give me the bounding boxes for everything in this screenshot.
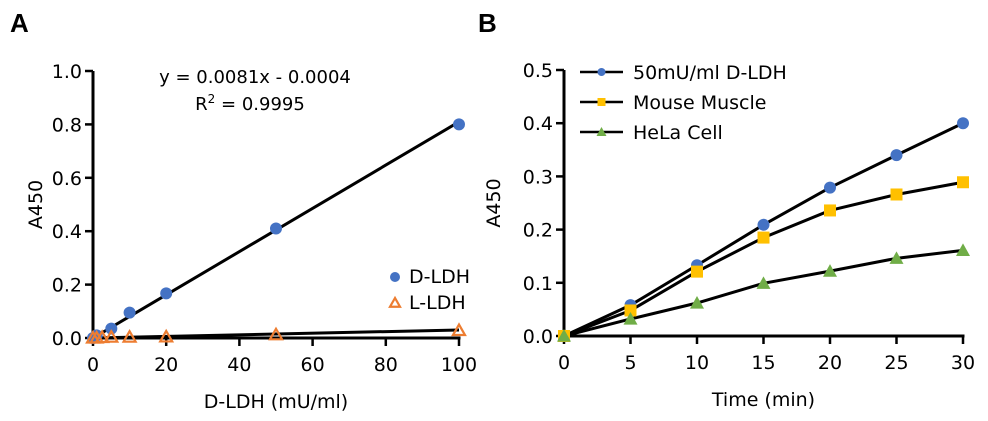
series-line-hela-cell	[563, 248, 964, 338]
legend-label-hela-cell: HeLa Cell	[633, 122, 723, 144]
chart-a: 0.0 0.2 0.4 0.6 0.8 1.0 0 20 40 60 80 100 D-LDH (mU/…	[25, 61, 477, 413]
y-tick-label: 0.0	[523, 326, 553, 348]
legend-marker-50mu-ml-d-ldh	[597, 68, 606, 76]
legend-marker-l-ldh	[388, 295, 402, 308]
x-tick-label: 0	[558, 352, 570, 374]
legend-label-l-ldh: L-LDH	[409, 292, 466, 314]
data-point-l-ldh	[268, 326, 284, 341]
y-tick-label: 0.1	[523, 273, 553, 295]
x-tick-label: 40	[227, 354, 251, 376]
data-point-mouse-muscle	[624, 304, 637, 317]
panel-label-a: A	[10, 8, 29, 38]
x-tick-label: 25	[884, 352, 908, 374]
data-point-50mu-ml-d-ldh	[824, 181, 836, 194]
data-point-d-ldh	[453, 118, 465, 131]
y-tick-label: 0.4	[52, 221, 82, 243]
data-point-d-ldh	[160, 287, 173, 300]
data-point-50mu-ml-d-ldh	[957, 117, 969, 130]
data-point-mouse-muscle	[824, 204, 836, 217]
y-tick-label: 0.5	[523, 60, 553, 82]
data-point-hela-cell	[823, 264, 837, 277]
y-tick-label: 0.2	[52, 275, 82, 297]
regression-equation: y = 0.0081x - 0.0004	[159, 67, 351, 88]
y-tick-label: 0.4	[523, 113, 553, 135]
data-point-mouse-muscle	[757, 231, 770, 244]
x-tick-label: 10	[685, 352, 709, 374]
x-tick-label: 30	[951, 352, 975, 374]
chart-b: 0.0 0.1 0.2 0.3 0.4 0.5 0 5 10 15 20 25 30 Time (min)…	[483, 60, 975, 411]
data-point-mouse-muscle	[691, 265, 703, 278]
data-point-hela-cell	[889, 251, 904, 264]
data-point-50mu-ml-d-ldh	[890, 149, 903, 162]
data-point-l-ldh	[103, 328, 120, 343]
x-tick-label: 80	[374, 354, 398, 376]
series-line-mouse-muscle	[563, 180, 964, 338]
data-point-l-ldh	[121, 328, 138, 343]
legend-marker-d-ldh	[390, 272, 400, 282]
legend-label-50mu-ml-d-ldh: 50mU/ml D-LDH	[633, 62, 787, 84]
data-point-50mu-ml-d-ldh	[757, 218, 770, 231]
data-point-hela-cell	[557, 329, 571, 342]
x-tick-label: 5	[624, 352, 636, 374]
data-point-l-ldh	[158, 328, 175, 343]
data-point-hela-cell	[623, 311, 638, 325]
x-axis-title: Time (min)	[711, 389, 815, 411]
y-axis-title: A450	[25, 180, 47, 229]
data-point-l-ldh	[94, 329, 111, 344]
x-tick-label: 60	[301, 354, 325, 376]
legend-marker-hela-cell	[596, 127, 607, 136]
y-tick-label: 1.0	[52, 61, 82, 83]
data-point-hela-cell	[690, 296, 704, 309]
data-point-hela-cell	[756, 276, 771, 289]
data-point-d-ldh	[105, 322, 118, 335]
x-tick-label: 0	[87, 354, 99, 376]
y-axis-title: A450	[483, 178, 505, 227]
x-tick-label: 20	[818, 352, 842, 374]
legend-marker-mouse-muscle	[597, 98, 606, 106]
fit-line-l-ldh	[92, 328, 460, 340]
data-point-mouse-muscle	[957, 176, 969, 189]
legend-label-d-ldh: D-LDH	[409, 266, 470, 288]
y-tick-label: 0.0	[52, 328, 82, 350]
r-squared-annotation: R2 = 0.9995	[195, 92, 305, 115]
x-tick-label: 20	[154, 354, 178, 376]
data-point-mouse-muscle	[890, 188, 903, 201]
panel-label-b: B	[478, 8, 497, 38]
data-point-l-ldh	[451, 322, 467, 337]
x-tick-label: 15	[751, 352, 775, 374]
legend-label-mouse-muscle: Mouse Muscle	[633, 92, 766, 114]
y-tick-label: 0.3	[523, 166, 553, 188]
y-tick-label: 0.2	[523, 220, 553, 242]
x-axis-title: D-LDH (mU/ml)	[204, 391, 348, 413]
data-point-d-ldh	[123, 306, 136, 319]
y-tick-label: 0.8	[52, 114, 82, 136]
data-point-d-ldh	[270, 222, 282, 235]
data-point-hela-cell	[956, 243, 970, 256]
y-tick-label: 0.6	[52, 168, 82, 190]
x-tick-label: 100	[441, 354, 477, 376]
